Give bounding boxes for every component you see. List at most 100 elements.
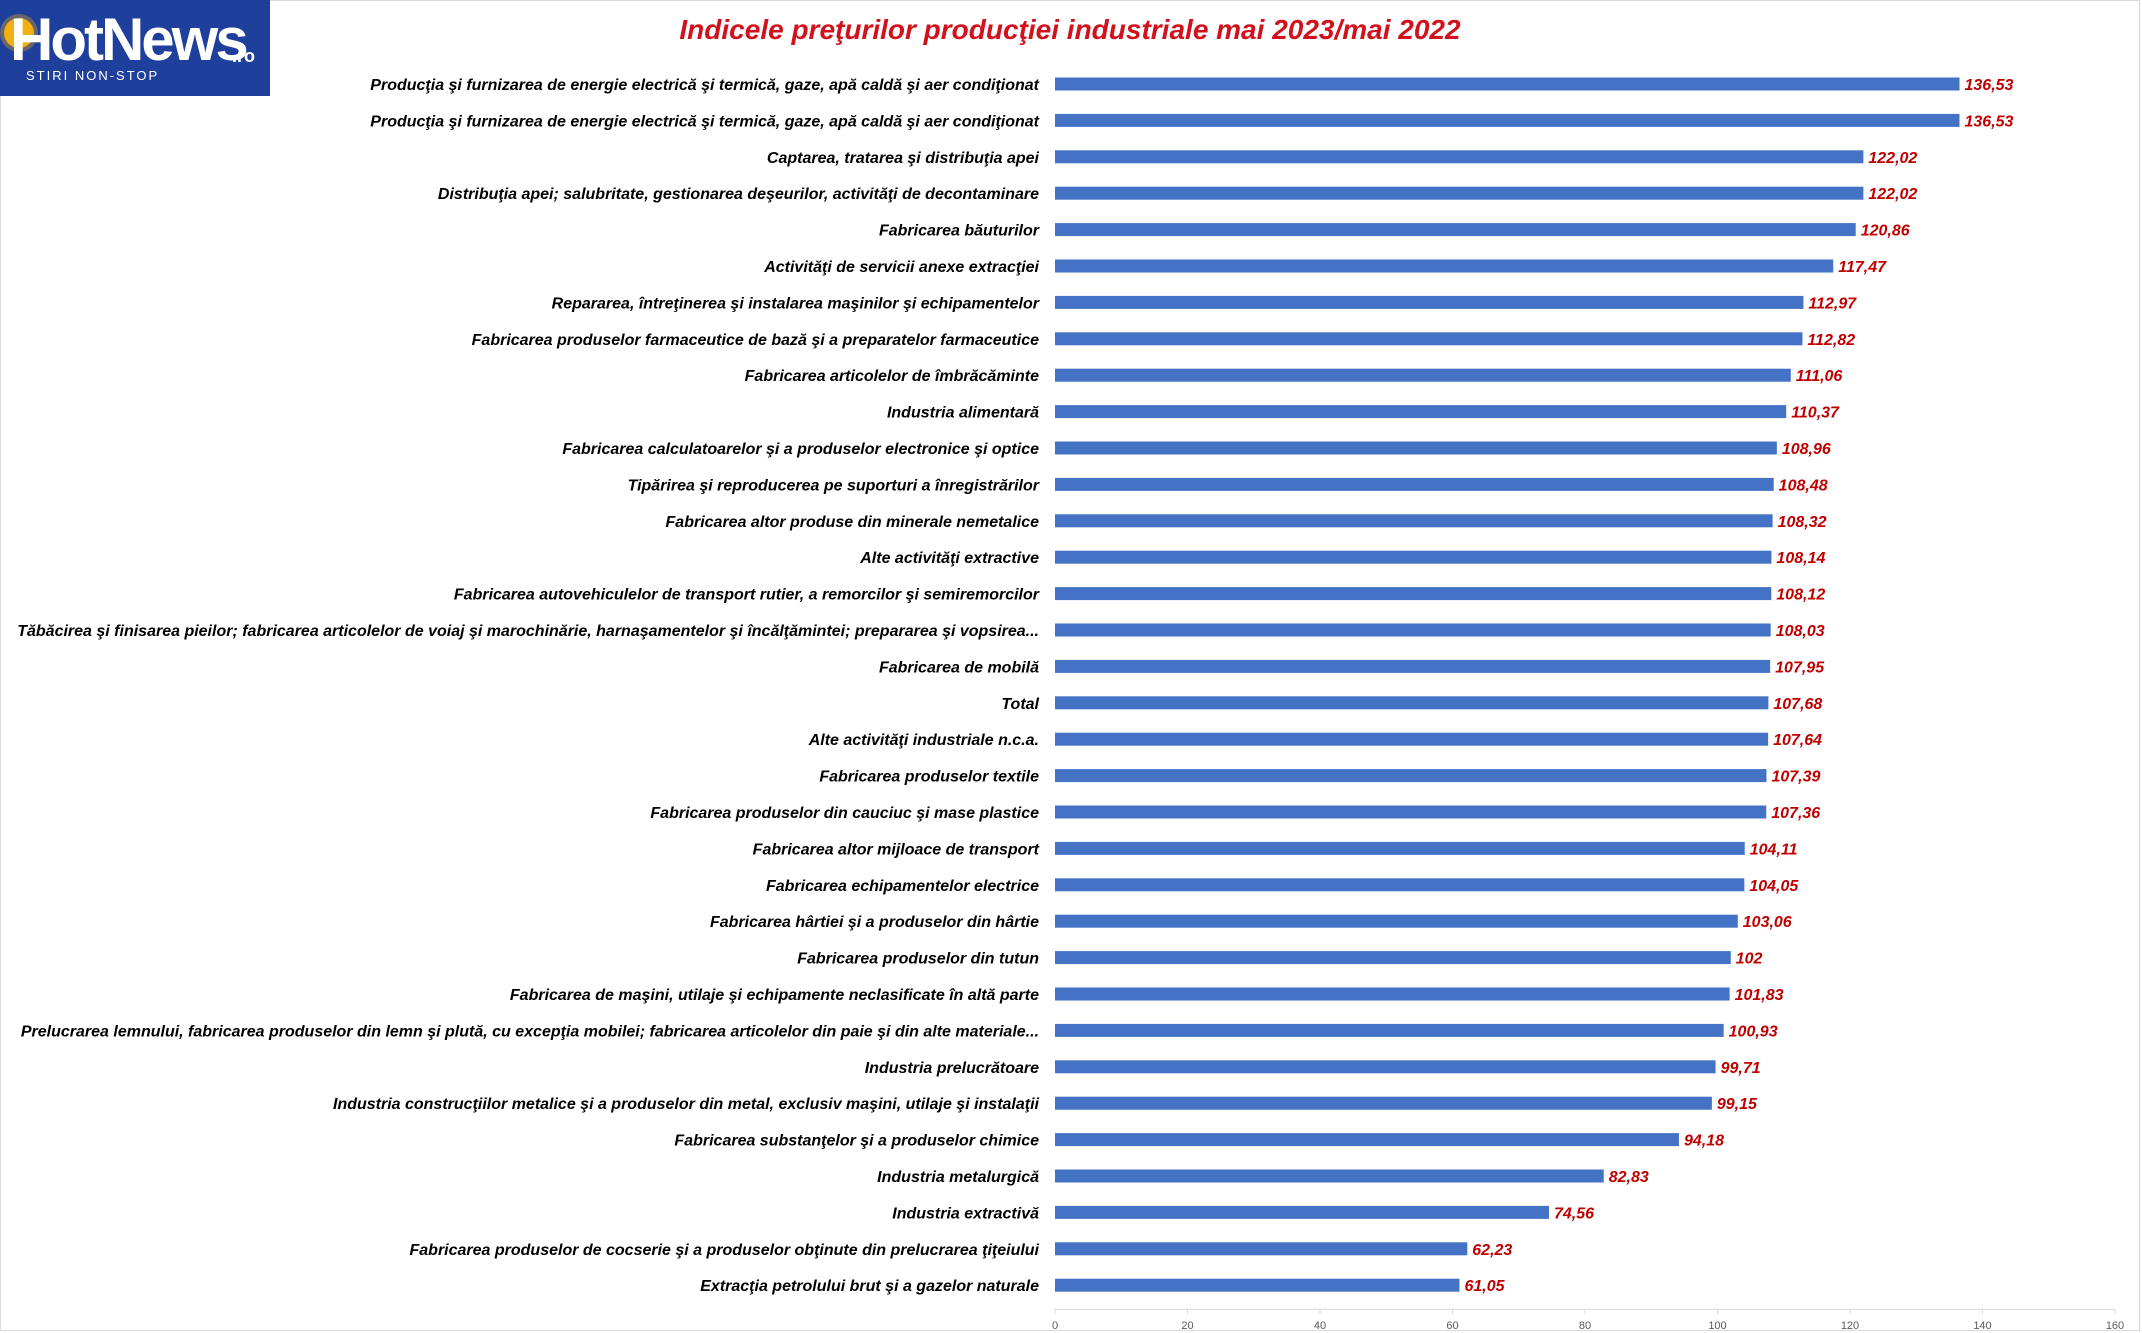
bar: [1055, 732, 1769, 746]
data-label: 108,48: [1779, 477, 1828, 494]
category-label: Captarea, tratarea şi distribuţia apei: [767, 150, 1040, 167]
bar: [1055, 441, 1777, 455]
data-label: 99,15: [1717, 1096, 1758, 1113]
category-label: Total: [1001, 696, 1039, 713]
category-label: Industria prelucrătoare: [865, 1060, 1039, 1077]
bar: [1055, 77, 1960, 91]
data-label: 122,02: [1868, 186, 1917, 203]
data-label: 104,11: [1750, 841, 1798, 858]
data-label: 62,23: [1472, 1242, 1512, 1259]
bar: [1055, 150, 1864, 164]
category-label: Industria extractivă: [892, 1205, 1039, 1222]
logo-wordmark: HotNews: [10, 6, 249, 73]
data-label: 120,86: [1861, 223, 1910, 240]
bar: [1055, 113, 1960, 127]
x-tick-label: 120: [1841, 1320, 1859, 1332]
category-label: Fabricarea altor mijloace de transport: [753, 841, 1040, 858]
data-label: 94,18: [1684, 1133, 1724, 1150]
bar: [1055, 332, 1803, 346]
data-label: 108,03: [1776, 623, 1825, 640]
data-label: 107,39: [1771, 769, 1820, 786]
bar: [1055, 841, 1745, 855]
data-label: 107,68: [1773, 696, 1822, 713]
data-label: 102: [1736, 951, 1763, 968]
bar: [1055, 696, 1769, 710]
category-label: Producţia şi furnizarea de energie elect…: [370, 77, 1039, 94]
category-label: Fabricarea produselor din tutun: [797, 951, 1039, 968]
bar: [1055, 1278, 1460, 1292]
category-label: Producţia şi furnizarea de energie elect…: [370, 113, 1039, 130]
data-label: 99,71: [1721, 1060, 1761, 1077]
logo-domain-suffix: .ro: [232, 46, 256, 66]
category-label: Industria metalurgică: [877, 1169, 1039, 1186]
category-label: Tipărirea şi reproducerea pe suporturi a…: [628, 477, 1040, 494]
data-label: 103,06: [1743, 914, 1792, 931]
data-label: 117,47: [1838, 259, 1887, 276]
x-tick-label: 160: [2106, 1320, 2124, 1332]
bar: [1055, 1133, 1679, 1147]
data-label: 108,32: [1778, 514, 1827, 531]
data-label: 107,64: [1773, 732, 1822, 749]
bar: [1055, 805, 1767, 819]
data-label: 136,53: [1965, 77, 2014, 94]
data-label: 108,96: [1782, 441, 1831, 458]
data-label: 112,82: [1807, 332, 1855, 349]
category-label: Fabricarea hârtiei şi a produselor din h…: [710, 914, 1039, 931]
data-label: 74,56: [1554, 1205, 1594, 1222]
category-label: Extracţia petrolului brut şi a gazelor n…: [700, 1278, 1039, 1295]
category-label: Alte activităţi industriale n.c.a.: [808, 732, 1039, 749]
bar: [1055, 1169, 1604, 1183]
hotnews-logo[interactable]: HotNews .ro STIRI NON-STOP: [0, 0, 270, 96]
bar: [1055, 514, 1773, 528]
category-label: Tăbăcirea şi finisarea pieilor; fabricar…: [17, 623, 1039, 640]
category-label: Industria construcţiilor metalice şi a p…: [333, 1096, 1040, 1113]
bar: [1055, 368, 1791, 382]
bar: [1055, 295, 1804, 309]
category-label: Repararea, întreţinerea şi instalarea ma…: [552, 295, 1040, 312]
x-tick-label: 140: [1973, 1320, 1991, 1332]
bar: [1055, 623, 1771, 637]
data-label: 104,05: [1749, 878, 1799, 895]
category-label: Fabricarea autovehiculelor de transport …: [454, 587, 1040, 604]
bar: [1055, 587, 1772, 601]
category-label: Alte activităţi extractive: [859, 550, 1039, 567]
x-tick-label: 80: [1579, 1320, 1591, 1332]
data-label: 112,97: [1808, 295, 1857, 312]
category-label: Fabricarea produselor textile: [819, 769, 1039, 786]
data-label: 122,02: [1868, 150, 1917, 167]
bar: [1055, 223, 1856, 237]
chart-title: Indicele preţurilor producţiei industria…: [679, 14, 1461, 45]
category-label: Fabricarea substanţelor şi a produselor …: [674, 1133, 1039, 1150]
category-label: Fabricarea băuturilor: [879, 223, 1040, 240]
category-label: Fabricarea produselor din cauciuc şi mas…: [650, 805, 1039, 822]
sun-icon: [4, 18, 34, 48]
category-label: Distribuţia apei; salubritate, gestionar…: [438, 186, 1039, 203]
bar: [1055, 769, 1767, 783]
bar: [1055, 951, 1731, 965]
bar: [1055, 1242, 1468, 1256]
category-label: Fabricarea de maşini, utilaje şi echipam…: [510, 987, 1039, 1004]
data-label: 107,95: [1775, 659, 1825, 676]
bar: [1055, 1060, 1716, 1074]
data-label: 100,93: [1729, 1023, 1778, 1040]
category-label: Prelucrarea lemnului, fabricarea produse…: [21, 1023, 1039, 1040]
bar: [1055, 987, 1730, 1001]
logo-tagline: STIRI NON-STOP: [26, 68, 160, 83]
data-label: 111,06: [1796, 368, 1843, 385]
data-label: 82,83: [1609, 1169, 1649, 1186]
category-label: Fabricarea produselor farmaceutice de ba…: [472, 332, 1039, 349]
category-label: Fabricarea produselor de cocserie şi a p…: [410, 1242, 1040, 1259]
category-label: Fabricarea articolelor de îmbrăcăminte: [745, 368, 1039, 385]
data-label: 61,05: [1464, 1278, 1505, 1295]
x-tick-label: 0: [1052, 1320, 1058, 1332]
category-label: Fabricarea echipamentelor electrice: [766, 878, 1039, 895]
bar: [1055, 659, 1771, 673]
bar: [1055, 1205, 1549, 1219]
x-tick-label: 60: [1446, 1320, 1458, 1332]
category-label: Fabricarea de mobilă: [879, 659, 1039, 676]
x-tick-label: 20: [1181, 1320, 1193, 1332]
data-label: 108,14: [1776, 550, 1825, 567]
category-label: Fabricarea calculatoarelor şi a produsel…: [562, 441, 1039, 458]
data-label: 101,83: [1735, 987, 1784, 1004]
